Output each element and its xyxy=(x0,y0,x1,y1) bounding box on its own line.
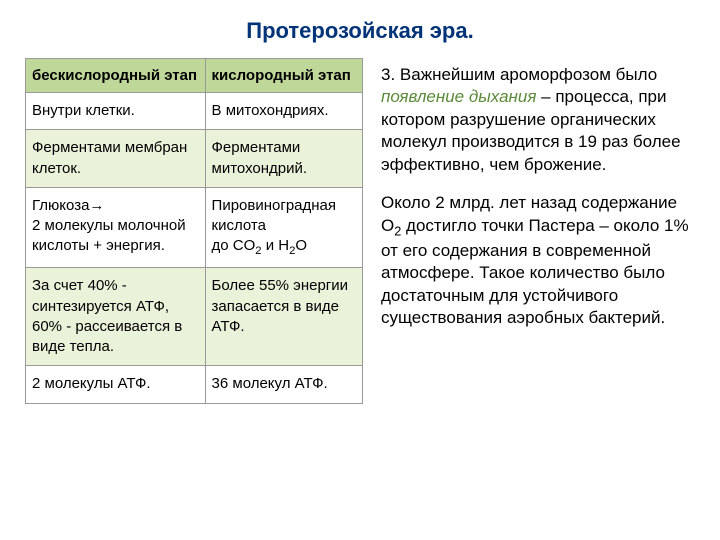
table-header-row: бескислородный этап кислородный этап xyxy=(26,59,363,93)
text-block: 3. Важнейшим ароморфозом было появление … xyxy=(381,58,695,404)
table-row: 2 молекулы АТФ. 36 молекул АТФ. xyxy=(26,366,363,403)
col-header-anaerobic: бескислородный этап xyxy=(26,59,206,93)
comparison-table: бескислородный этап кислородный этап Вну… xyxy=(25,58,363,404)
table-row: Ферментами мембран клеток. Ферментами ми… xyxy=(26,130,363,188)
cell: В митохондриях. xyxy=(205,93,362,130)
arrow-icon: → xyxy=(89,196,104,216)
content-row: бескислородный этап кислородный этап Вну… xyxy=(25,58,695,404)
cell: Ферментами мембран клеток. xyxy=(26,130,206,188)
cell: Глюкоза→2 молекулы молочной кислоты + эн… xyxy=(26,187,206,268)
cell: Ферментами митохондрий. xyxy=(205,130,362,188)
paragraph-2: Около 2 млрд. лет назад содержание O2 до… xyxy=(381,192,695,329)
cell: Более 55% энергии запасается в виде АТФ. xyxy=(205,268,362,366)
cell: 2 молекулы АТФ. xyxy=(26,366,206,403)
cell: За счет 40% - синтезируется АТФ, 60% - р… xyxy=(26,268,206,366)
col-header-aerobic: кислородный этап xyxy=(205,59,362,93)
table-row: Глюкоза→2 молекулы молочной кислоты + эн… xyxy=(26,187,363,268)
table-row: За счет 40% - синтезируется АТФ, 60% - р… xyxy=(26,268,363,366)
cell: Пировиноградная кислотадо CO2 и H2O xyxy=(205,187,362,268)
cell: Внутри клетки. xyxy=(26,93,206,130)
p1-emphasis: появление дыхания xyxy=(381,87,536,106)
p1-prefix: 3. Важнейшим ароморфозом было xyxy=(381,65,657,84)
table-row: Внутри клетки. В митохондриях. xyxy=(26,93,363,130)
p2-b: достигло точки Пастера – около 1% от его… xyxy=(381,216,689,328)
paragraph-1: 3. Важнейшим ароморфозом было появление … xyxy=(381,64,695,176)
cell: 36 молекул АТФ. xyxy=(205,366,362,403)
page-title: Протерозойская эра. xyxy=(25,18,695,44)
